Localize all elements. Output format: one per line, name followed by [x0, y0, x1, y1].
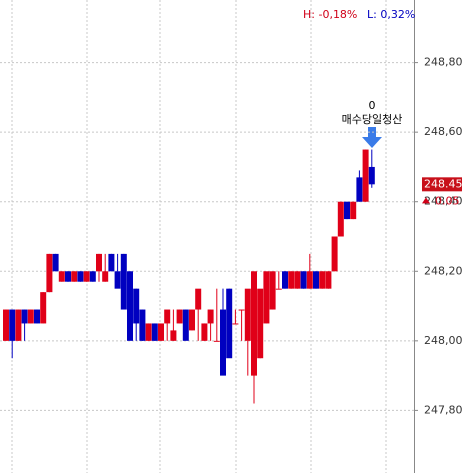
header-high: H: -0,18%	[303, 8, 357, 21]
candle-body	[331, 236, 338, 272]
y-tick-label: 248,00	[424, 334, 463, 347]
candle-body	[71, 271, 78, 282]
y-tick-label: 247,80	[424, 403, 463, 416]
candle-body	[350, 201, 357, 220]
y-tick-label: 248,40	[424, 195, 463, 208]
candle-body	[195, 288, 202, 310]
candle-body	[15, 309, 22, 341]
candle-body	[89, 271, 96, 282]
candle-body	[108, 253, 115, 272]
candle-body	[46, 253, 53, 293]
candle-body	[127, 271, 133, 341]
last-price-box	[422, 177, 462, 192]
change-label: 0.05	[435, 194, 460, 207]
candle-body	[344, 201, 350, 220]
candle-body	[58, 271, 65, 282]
candle-body	[21, 309, 28, 324]
candle-body	[65, 271, 71, 282]
candle-body	[201, 323, 208, 341]
candle-body	[102, 271, 109, 282]
candle-body	[220, 309, 226, 376]
candle-body	[263, 271, 270, 324]
candle-body	[300, 271, 307, 289]
candle-body	[170, 330, 177, 341]
candle-body	[9, 309, 16, 341]
candle-body	[133, 288, 140, 324]
candle-body	[337, 201, 344, 237]
candle-body	[40, 292, 47, 324]
last-price-label: 248.45	[424, 177, 463, 190]
candle-body	[164, 309, 171, 324]
candle-body	[145, 323, 152, 341]
candle-body	[238, 309, 245, 311]
annotation-count: 0	[369, 99, 376, 112]
candle-body	[232, 323, 239, 325]
y-tick-label: 248,60	[424, 125, 463, 138]
candle-body	[313, 271, 319, 289]
candle-body	[226, 288, 233, 359]
candle-body	[282, 271, 288, 289]
candle-body	[189, 309, 195, 331]
candle-body	[151, 323, 158, 341]
candle-body	[325, 271, 332, 289]
annotation-text: 매수당일청산	[342, 112, 403, 126]
annotation-arrow	[362, 127, 382, 148]
candle-body	[3, 309, 9, 341]
candle-body	[368, 166, 375, 185]
candle-body	[207, 309, 214, 324]
candle-body	[120, 253, 127, 310]
candle-body	[158, 323, 164, 341]
candle-body	[52, 253, 59, 272]
candle-body	[96, 253, 102, 272]
y-tick-label: 248,20	[424, 264, 463, 277]
candle-body	[182, 309, 189, 341]
candle-body	[257, 288, 264, 359]
candle-body	[319, 271, 326, 289]
candle-body	[114, 271, 121, 289]
candle-body	[269, 271, 276, 310]
candle-body	[213, 340, 220, 342]
candle-body	[362, 149, 369, 202]
candle-body	[139, 309, 146, 341]
candle-body	[244, 288, 251, 341]
change-marker	[422, 197, 430, 204]
candle-body	[294, 271, 301, 289]
candle-body	[275, 288, 282, 290]
candle-body	[176, 309, 183, 324]
candle-body	[34, 309, 40, 324]
candle-body	[83, 271, 90, 282]
vertical-grid	[11, 0, 387, 473]
candle-body	[77, 271, 84, 282]
candle-body	[288, 271, 295, 289]
candle-body	[27, 309, 34, 324]
candle-body	[306, 271, 313, 289]
header-low: L: 0,32%	[367, 8, 415, 21]
candle-body	[356, 177, 363, 202]
candle-body	[251, 271, 257, 376]
y-tick-label: 248,80	[424, 56, 463, 69]
